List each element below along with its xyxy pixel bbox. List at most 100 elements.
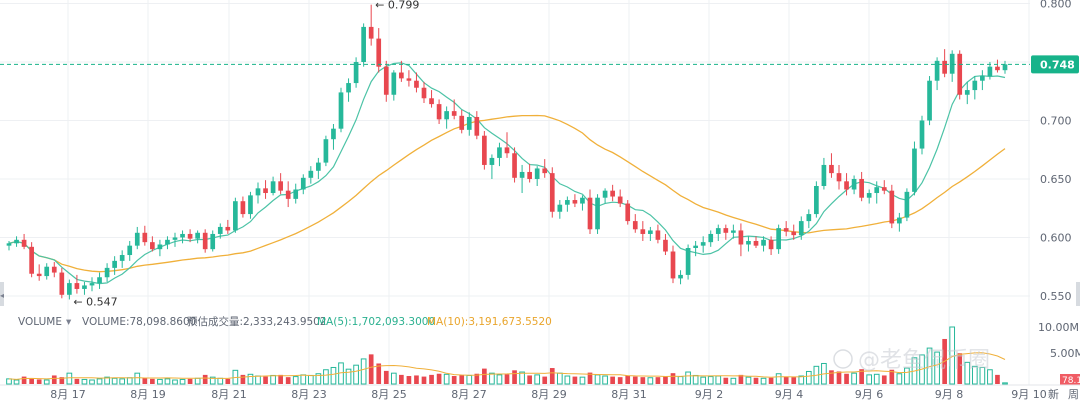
candle-body: [255, 188, 261, 196]
candle-body: [466, 116, 472, 130]
candle-body: [587, 197, 593, 230]
candle-body: [361, 26, 366, 62]
volume-bar: [542, 376, 548, 384]
volume-bar: [36, 379, 42, 384]
candle-body: [482, 135, 487, 165]
volume-bar: [594, 374, 601, 385]
candle-body: [82, 285, 87, 289]
volume-bar: [700, 376, 707, 385]
volume-bar: [323, 369, 329, 385]
current-price-tag: 0.748: [1031, 55, 1079, 74]
candle-body: [270, 181, 276, 194]
volume-bar: [240, 374, 246, 384]
volume-bar: [459, 374, 465, 384]
volume-bar: [292, 376, 299, 385]
volume-bar: [315, 373, 322, 385]
left-panel-handle[interactable]: [0, 282, 4, 306]
volume-bar: [81, 378, 88, 385]
candle-body: [610, 190, 615, 197]
high-marker-label: ← 0.799: [375, 0, 419, 12]
volume-bar: [278, 374, 283, 384]
candle-body: [640, 229, 646, 234]
candle-body: [248, 195, 253, 215]
volume-bar: [217, 377, 224, 385]
x-tick-label: 8月 25: [371, 388, 407, 401]
volume-label: VOLUME: [18, 316, 62, 328]
candle-body: [753, 240, 759, 246]
volume-bar: [738, 374, 744, 384]
volume-bar: [1002, 382, 1008, 385]
candle-body: [776, 228, 781, 250]
candle-body: [602, 190, 608, 198]
candle-body: [987, 66, 993, 77]
price-tag-background: [1031, 55, 1079, 74]
candle-body: [406, 78, 412, 81]
volume-bar: [556, 372, 563, 385]
volume-bar: [692, 374, 699, 385]
candle-body: [957, 53, 963, 95]
watermark-logo-icon: [833, 349, 853, 369]
candle-body: [421, 87, 427, 99]
candle-body: [353, 62, 359, 84]
candle-body: [240, 201, 246, 215]
candle-body: [414, 80, 419, 88]
volume-bar: [663, 376, 668, 384]
x-tick-label: 8月 17: [50, 388, 86, 401]
candle-body: [851, 178, 857, 190]
candle-body: [346, 83, 351, 93]
volume-bar: [150, 378, 155, 384]
volume-bar: [51, 375, 57, 384]
volume-tick-10m: 10.00M: [1038, 321, 1079, 334]
candle-body: [738, 230, 744, 245]
volume-bar: [564, 375, 571, 385]
candle-body: [980, 76, 985, 81]
volume-bar: [29, 378, 34, 384]
candle-body: [708, 233, 714, 243]
candle-body: [376, 38, 382, 67]
collapse-arrow-icon[interactable]: ◂: [0, 291, 4, 300]
y-tick-label: 0.800: [1040, 0, 1072, 11]
candle-body: [36, 273, 42, 277]
volume-bar: [21, 376, 27, 384]
candle-body: [648, 230, 653, 234]
candle-body: [927, 80, 932, 121]
candle-body: [904, 191, 910, 218]
volume-toggle-icon[interactable]: ▾: [66, 316, 72, 328]
volume-value: VOLUME:78,098.8600: [82, 316, 196, 328]
y-tick-label: 0.550: [1040, 290, 1072, 303]
candle-body: [316, 162, 321, 171]
candle-body: [746, 240, 751, 245]
volume-bar: [489, 372, 495, 385]
volume-bar: [6, 378, 12, 385]
volume-bar: [995, 374, 1000, 384]
volume-bar: [172, 379, 178, 385]
volume-bar: [345, 368, 352, 385]
volume-bar: [798, 375, 805, 385]
x-tick-label: 8月 23: [291, 388, 327, 401]
volume-bar: [496, 374, 503, 385]
candle-body: [949, 53, 955, 74]
volume-bar: [360, 358, 367, 385]
volume-bar: [399, 374, 404, 384]
candle-body: [157, 244, 163, 250]
candle-body: [889, 190, 895, 224]
candle-body: [97, 277, 102, 284]
candle-body: [783, 228, 789, 232]
candle-body: [391, 72, 397, 95]
candle-body: [459, 115, 465, 130]
volume-bar: [851, 372, 857, 385]
candle-body: [995, 66, 1000, 71]
volume-bars: [6, 326, 1008, 385]
candle-body: [195, 232, 200, 239]
volume-bar: [187, 378, 193, 384]
candle-body: [964, 90, 970, 95]
candle-body: [285, 190, 291, 199]
candle-body: [180, 233, 185, 238]
candle-body: [263, 188, 268, 194]
candle-body: [444, 111, 449, 120]
volume-current-tag: [1060, 374, 1080, 385]
candle-body: [572, 200, 578, 204]
volume-bar: [775, 373, 782, 385]
right-panel-handle[interactable]: [1076, 282, 1080, 306]
